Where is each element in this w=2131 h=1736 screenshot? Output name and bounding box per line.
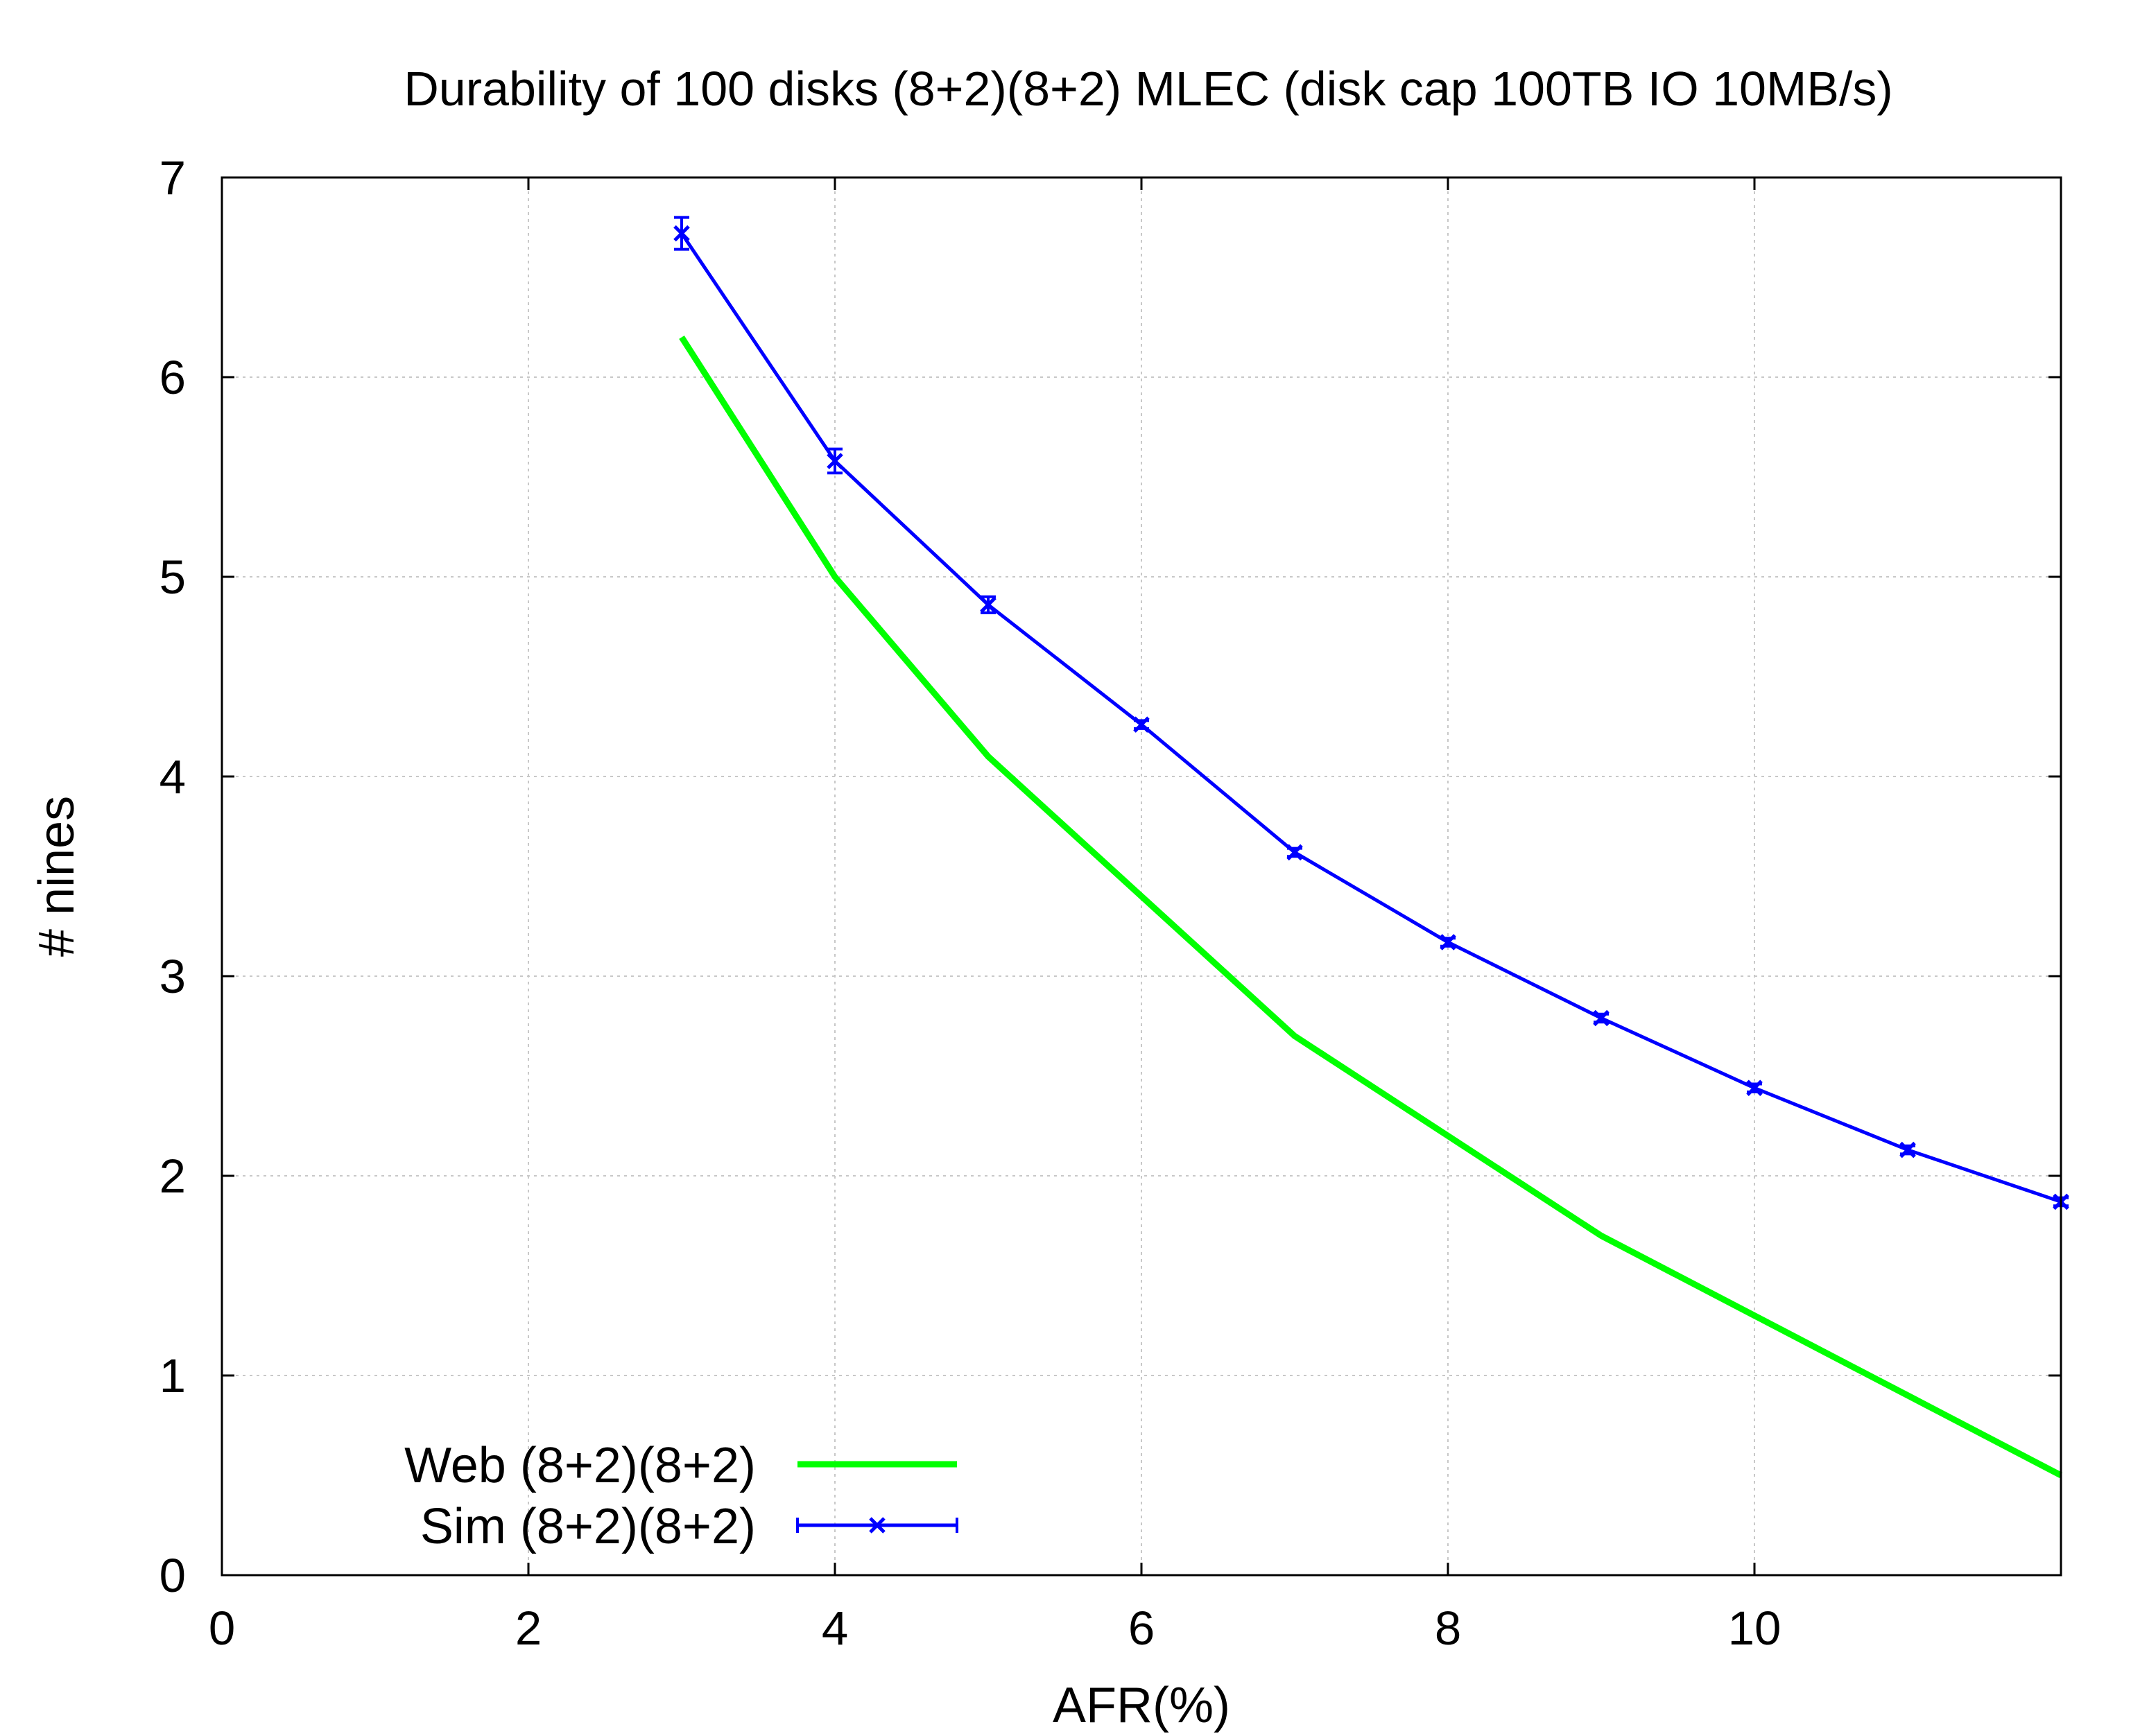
ticks: 0 2 4 6 8 10 0 1 2 3 4 5 6 7 [159, 151, 2061, 1655]
series-line [679, 335, 2063, 1478]
legend-marker [869, 1517, 886, 1534]
data-point-marker [1286, 844, 1303, 861]
x-axis-label: AFR(%) [1053, 1678, 1230, 1733]
series-1 [679, 335, 2063, 1478]
x-tick-label: 2 [515, 1602, 542, 1655]
x-tick-label: 6 [1128, 1602, 1155, 1655]
data-point-marker [980, 596, 997, 614]
y-tick-label: 5 [159, 550, 186, 604]
grid [222, 177, 2061, 1575]
x-tick-label: 0 [209, 1602, 235, 1655]
series-layer [673, 216, 2069, 1478]
data-point-marker [1133, 716, 1150, 733]
data-point-marker [1899, 1141, 1916, 1158]
y-axis-label: # nines [29, 796, 85, 957]
y-tick-label: 0 [159, 1549, 186, 1602]
y-tick-label: 7 [159, 151, 186, 205]
legend: Web (8+2)(8+2) Sim (8+2)(8+2) [404, 1438, 958, 1554]
y-tick-label: 3 [159, 950, 186, 1003]
legend-label: Web (8+2)(8+2) [404, 1438, 756, 1493]
data-point-marker [673, 225, 690, 242]
y-tick-label: 2 [159, 1149, 186, 1203]
chart-title: Durability of 100 disks (8+2)(8+2) MLEC … [404, 62, 1893, 116]
x-tick-label: 8 [1435, 1602, 1461, 1655]
x-tick-label: 10 [1728, 1602, 1781, 1655]
data-point-marker [1593, 1009, 1610, 1027]
y-tick-label: 4 [159, 750, 186, 804]
series-2 [673, 216, 2069, 1210]
y-tick-label: 6 [159, 351, 186, 404]
data-point-marker [1440, 934, 1456, 951]
series-line [680, 232, 2062, 1204]
legend-label: Sim (8+2)(8+2) [420, 1499, 756, 1554]
data-point-marker [1746, 1079, 1763, 1097]
y-tick-label: 1 [159, 1349, 186, 1403]
x-tick-label: 4 [822, 1602, 848, 1655]
data-point-marker [827, 453, 843, 469]
